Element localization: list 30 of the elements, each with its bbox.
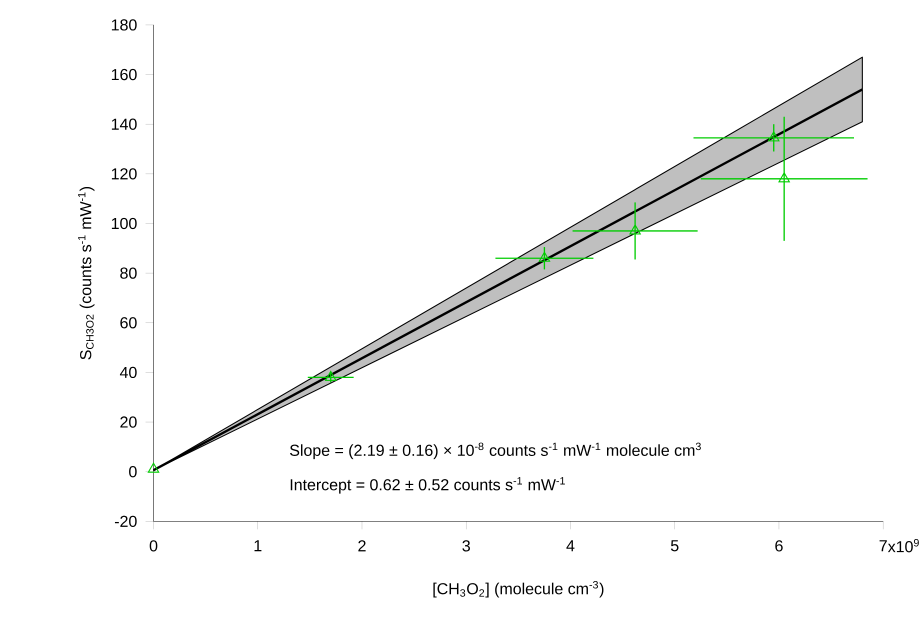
y-tick-label: 20 [120, 416, 137, 428]
annotation: Intercept = 0.62 ± 0.52 counts s$^{-1}$ mW$^{-1}$ [290, 477, 565, 494]
y-axis-title: S$_{CH3O2}$ (counts s$^{-1}$ mW$^{-1}$) [78, 187, 94, 360]
x-tick-label: 6 [775, 540, 783, 552]
point [325, 370, 336, 381]
y-tick-label: 80 [120, 267, 137, 279]
y-tick-label: -20 [114, 516, 137, 527]
x-tick-label: 2 [358, 540, 366, 552]
x-tick-label: 4 [566, 540, 574, 552]
x-axis-title: [CH$_{3}$O$_{2}$] (molecule cm$^{-3}$) [433, 581, 604, 598]
point [148, 462, 160, 473]
y-tick-label: 100 [112, 218, 137, 230]
y-tick-label: 180 [112, 19, 137, 31]
y-tick-label: 140 [112, 118, 137, 130]
text: x10$^{9}$ [888, 538, 919, 552]
x-tick-label: 7 [880, 540, 887, 552]
y-tick-label: 120 [112, 168, 137, 180]
y-tick-label: 0 [129, 466, 137, 478]
x-tick-label: 1 [254, 540, 262, 552]
y-tick-label: 60 [120, 317, 137, 328]
point [768, 131, 780, 142]
x-tick-label: 5 [670, 540, 678, 552]
x-tick-label: 3 [462, 540, 470, 552]
annotation: Slope = (2.19 ± 0.16) × 10$^{-8}$ counts s$^{-1}$ mW$^{-1}$ molecule cm$^{3}$ [290, 442, 701, 460]
point [629, 224, 641, 234]
point [538, 252, 550, 262]
point [778, 172, 790, 182]
y-tick-label: 160 [112, 68, 137, 80]
x-tick-label: 0 [150, 540, 158, 552]
y-tick-label: 40 [120, 366, 137, 378]
